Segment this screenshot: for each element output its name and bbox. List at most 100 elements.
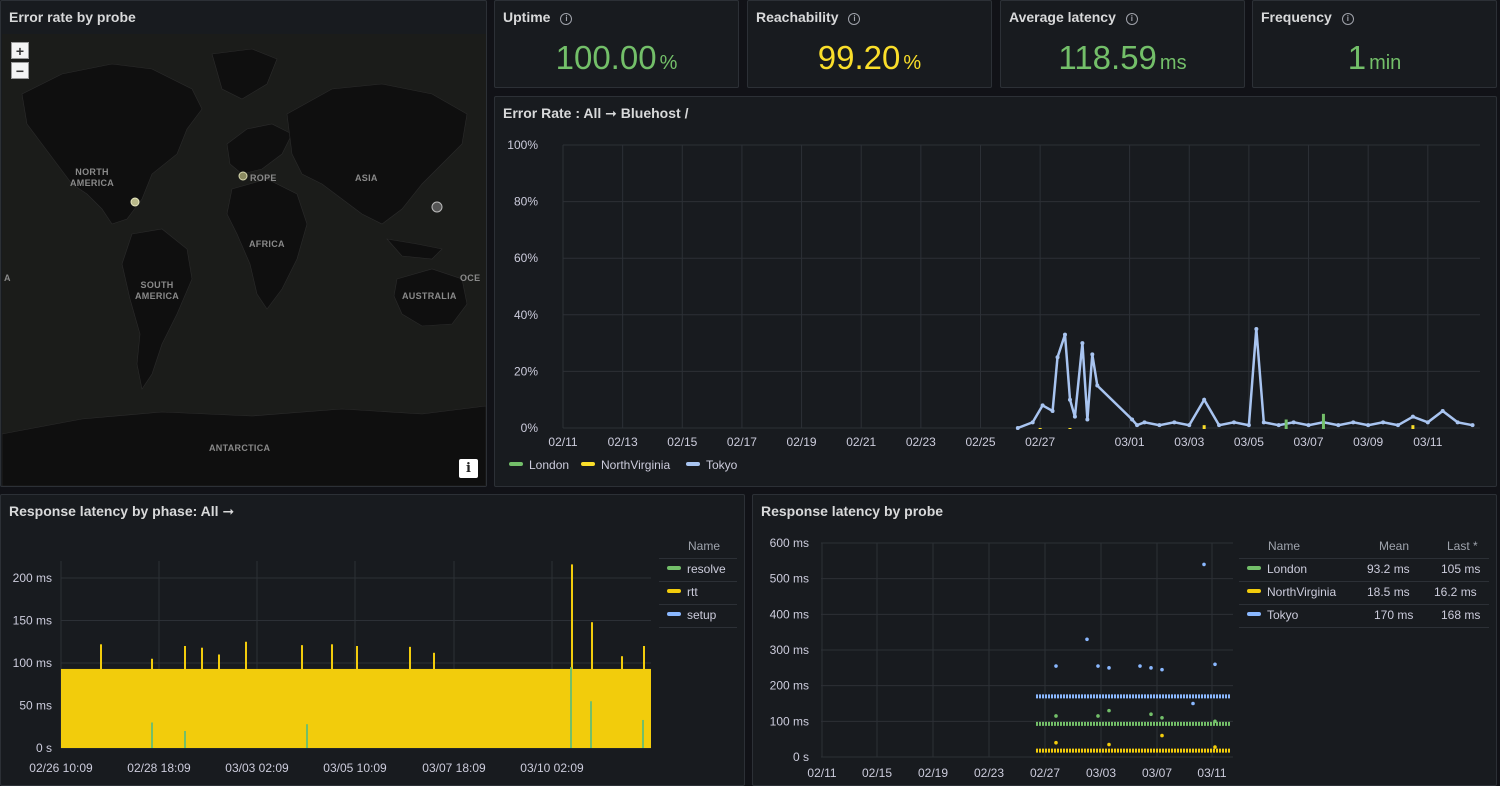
bar-rtt-spike: [201, 647, 203, 748]
bar-rtt-spike: [184, 646, 186, 748]
x-tick-label: 02/15: [667, 435, 697, 449]
y-tick-label: 300 ms: [770, 643, 809, 657]
data-point-tokyo: [1191, 701, 1195, 706]
stat-value-reachability: 99.20%: [817, 39, 922, 76]
probe-row-tokyo[interactable]: Tokyo: [1247, 608, 1298, 622]
info-icon[interactable]: i: [1125, 13, 1138, 25]
data-point-tokyo: [1306, 423, 1311, 428]
y-tick-label: 100 ms: [770, 714, 809, 728]
data-point-tokyo: [1470, 423, 1475, 428]
x-tick-label: 03/09: [1353, 435, 1383, 449]
data-point-tokyo: [1202, 562, 1206, 567]
stat-title-frequency: Frequency: [1261, 9, 1332, 25]
x-tick-label: 02/23: [906, 435, 936, 449]
phase-legend-setup[interactable]: setup: [667, 608, 716, 622]
probe-row-london[interactable]: London: [1247, 562, 1307, 576]
probe-row-northvirginia[interactable]: NorthVirginia: [1247, 585, 1336, 599]
stat-panel-uptime: Uptime i 100.00%: [494, 0, 739, 88]
bar-rtt-spike: [151, 658, 153, 748]
probe-latency-chart[interactable]: 0 s 100 ms 200 ms 300 ms 400 ms 500 ms 600 ms 0…: [753, 495, 1238, 785]
y-tick-label: 100 ms: [13, 656, 52, 670]
data-point-tokyo: [1080, 341, 1085, 346]
y-tick-label: 600 ms: [770, 536, 809, 550]
x-tick-label: 03/05: [1234, 435, 1264, 449]
data-point-tokyo: [1351, 420, 1356, 425]
probe-table-header-mean[interactable]: Mean: [1379, 539, 1410, 553]
probe-table-header-last[interactable]: Last *: [1447, 539, 1478, 553]
info-icon[interactable]: i: [848, 13, 861, 25]
x-tick-label: 03/05 10:09: [323, 761, 387, 775]
data-point-northvirginia: [1213, 745, 1217, 749]
data-point-tokyo: [1096, 664, 1100, 668]
info-icon[interactable]: i: [1341, 13, 1354, 25]
phase-latency-panel-title: Response latency by phase: All ➞: [9, 503, 235, 519]
data-point-london: [1096, 714, 1100, 718]
data-point-tokyo: [1142, 420, 1147, 425]
data-point-tokyo: [1055, 355, 1060, 360]
stat-value-frequency: 1 min: [1347, 39, 1402, 76]
phase-legend-rtt[interactable]: rtt: [667, 585, 698, 599]
data-point-tokyo: [1054, 664, 1058, 668]
data-point-northvirginia: [1068, 428, 1072, 429]
stat-panel-average-latency: Average latency i 118.59 ms: [1000, 0, 1245, 88]
bar-rtt-spike: [591, 622, 593, 748]
legend-item-northvirginia[interactable]: NorthVirginia: [581, 458, 670, 472]
x-tick-label: 02/28 18:09: [127, 761, 191, 775]
data-point-tokyo: [1366, 423, 1371, 428]
info-icon[interactable]: i: [560, 13, 573, 25]
data-point-northvirginia: [1107, 742, 1111, 747]
data-point-northvirginia: [1411, 425, 1415, 429]
stat-panel-reachability: Reachability i 99.20%: [747, 0, 992, 88]
data-point-tokyo: [1135, 423, 1140, 428]
map-attribution-button[interactable]: i: [459, 459, 478, 478]
x-tick-label: 02/27: [1025, 435, 1055, 449]
world-map-shapes: [2, 48, 486, 486]
zoom-in-button[interactable]: +: [11, 42, 29, 59]
data-point-northvirginia: [1202, 425, 1206, 429]
data-point-tokyo: [1107, 666, 1111, 670]
probe-row-tokyo-mean: 170 ms: [1374, 608, 1414, 622]
x-tick-label: 02/11: [548, 435, 577, 449]
bar-rtt-spike: [301, 645, 303, 748]
probe-table-header-name[interactable]: Name: [1268, 539, 1301, 553]
probe-row-northvirginia-mean: 18.5 ms: [1367, 585, 1410, 599]
data-point-tokyo: [1067, 397, 1072, 402]
probe-row-tokyo-last: 168 ms: [1441, 608, 1481, 622]
bar-rtt-spike: [331, 644, 333, 748]
x-tick-label: 03/07 18:09: [422, 761, 486, 775]
probe-latency-panel: Response latency by probe 0 s 100 ms 200 m…: [752, 494, 1497, 786]
bar-resolve-spike: [570, 667, 572, 748]
y-tick-label: 150 ms: [13, 614, 52, 628]
legend-item-london[interactable]: London: [509, 458, 569, 472]
y-tick-label: 200 ms: [13, 571, 52, 585]
bar-rtt-spike: [621, 656, 623, 748]
stat-title-average-latency: Average latency: [1009, 9, 1116, 25]
bar-rtt-spike: [571, 564, 573, 748]
map-panel-title: Error rate by probe: [9, 9, 136, 25]
map-label-europe: ROPE: [250, 173, 277, 183]
y-tick-label: 200 ms: [770, 679, 809, 693]
bar-resolve-spike: [590, 701, 592, 748]
stat-title-uptime: Uptime: [503, 9, 551, 25]
data-point-tokyo: [1149, 666, 1153, 670]
stat-panel-frequency: Frequency i 1 min: [1252, 0, 1497, 88]
y-tick-label: 400 ms: [770, 607, 809, 621]
data-point-tokyo: [1254, 326, 1259, 331]
error-rate-chart[interactable]: 0% 20% 40% 60% 80% 100% 02/11 02/13 02/15 02/17 02…: [495, 127, 1497, 477]
zoom-out-button[interactable]: −: [11, 62, 29, 79]
stat-value-average-latency: 118.59 ms: [1058, 39, 1187, 76]
data-point-tokyo: [1130, 417, 1135, 422]
data-point-tokyo: [1085, 637, 1089, 642]
data-point-tokyo: [1050, 409, 1055, 414]
world-map[interactable]: NORTH AMERICA ROPE ASIA AFRICA SOUTH AME…: [2, 34, 486, 486]
data-point-tokyo: [1090, 352, 1095, 357]
map-label-asia: ASIA: [355, 173, 378, 183]
legend-item-tokyo[interactable]: Tokyo: [686, 458, 737, 472]
phase-legend-resolve[interactable]: resolve: [667, 562, 726, 576]
probe-row-northvirginia-last: 16.2 ms: [1434, 585, 1477, 599]
x-tick-label: 03/03: [1174, 435, 1204, 449]
data-point-tokyo: [1085, 417, 1090, 422]
phase-latency-chart[interactable]: 0 s 50 ms 100 ms 150 ms 200 ms 02/26 10:09 02/…: [1, 495, 656, 785]
y-tick-label: 40%: [514, 308, 538, 322]
data-point-london: [1149, 712, 1153, 716]
